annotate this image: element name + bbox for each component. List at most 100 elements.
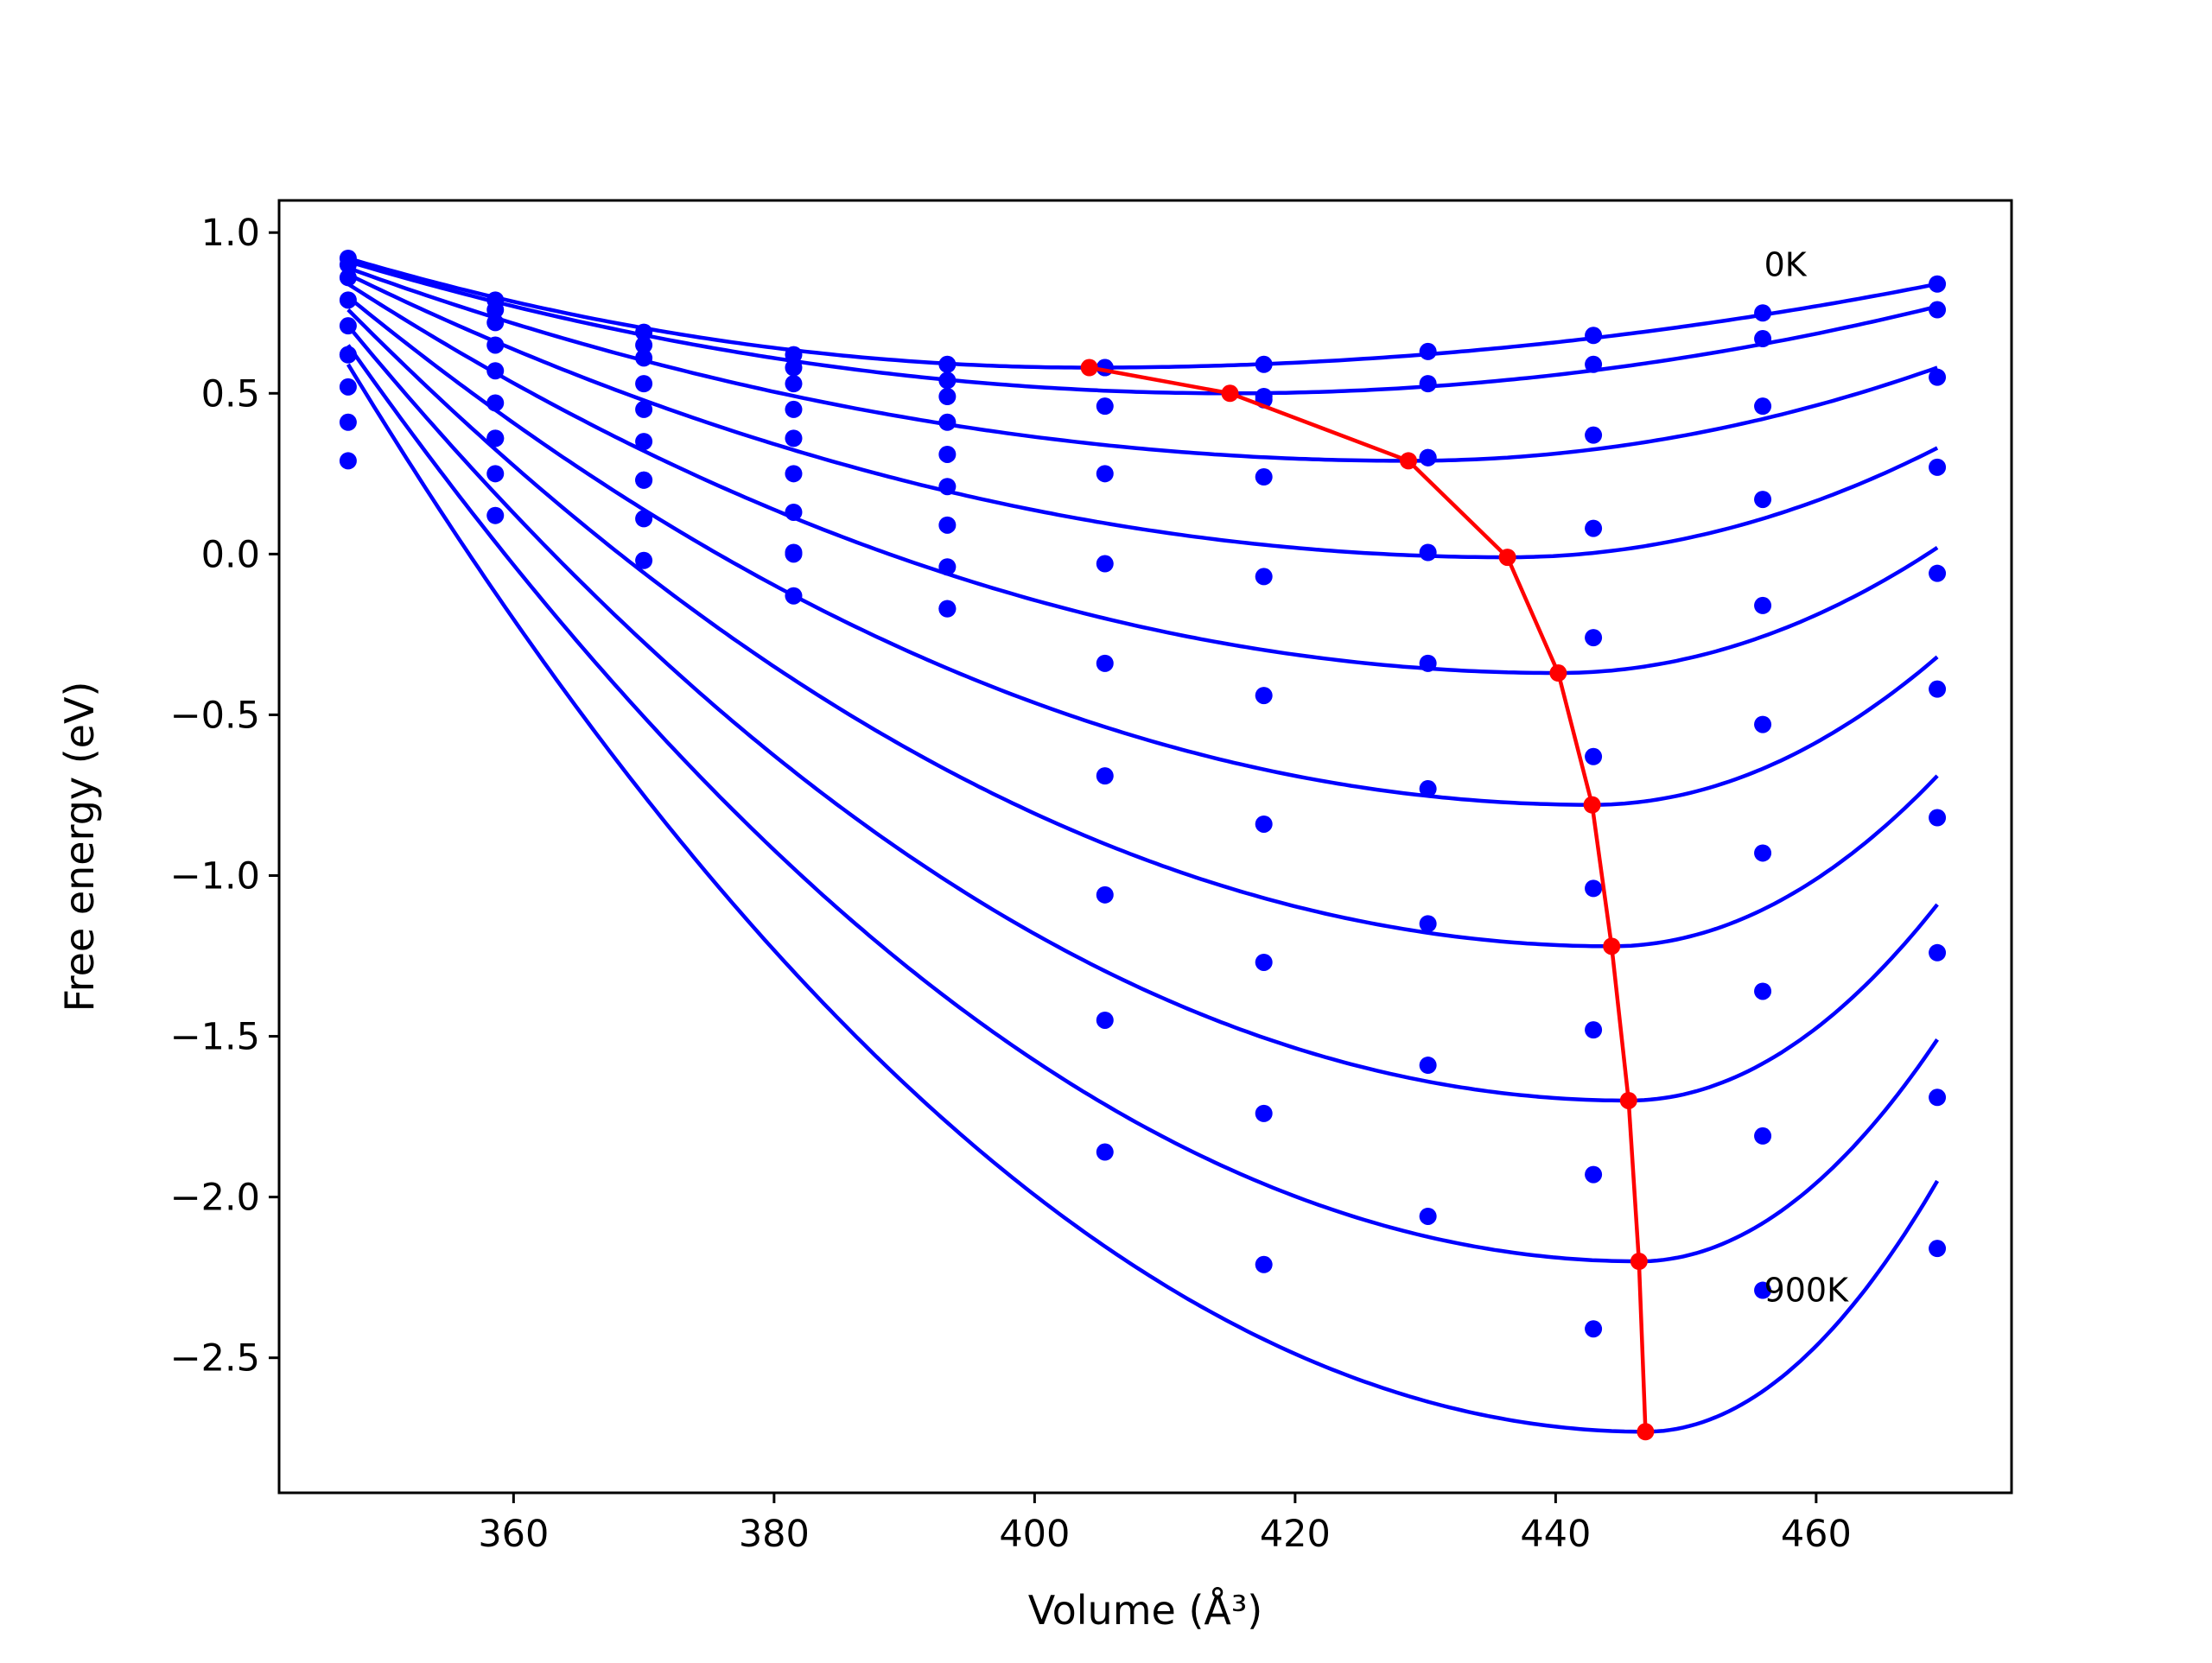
- data-point: [938, 371, 957, 390]
- data-point: [785, 429, 803, 447]
- data-point: [1419, 1207, 1437, 1225]
- data-point: [785, 359, 803, 377]
- fit-curve: [346, 344, 1939, 1264]
- data-point: [635, 551, 653, 569]
- data-point: [635, 400, 653, 418]
- minimum-point: [1603, 937, 1621, 955]
- data-point: [1585, 629, 1603, 647]
- data-point: [1585, 879, 1603, 898]
- data-point: [1754, 596, 1772, 614]
- data-point: [1255, 1104, 1273, 1122]
- data-point: [339, 452, 357, 470]
- data-point: [938, 355, 957, 373]
- fit-curve: [347, 265, 1938, 463]
- data-point: [1419, 342, 1437, 360]
- data-point: [339, 269, 357, 287]
- plot-content: [339, 249, 1947, 1441]
- data-point: [1096, 397, 1114, 416]
- data-point: [635, 336, 653, 354]
- data-point: [1096, 885, 1114, 904]
- data-point: [1419, 915, 1437, 933]
- data-point: [486, 301, 505, 319]
- data-point: [1585, 1021, 1603, 1039]
- annotation-label: 900K: [1764, 1272, 1850, 1310]
- data-point: [339, 346, 357, 364]
- data-point: [339, 256, 357, 274]
- data-point: [1255, 815, 1273, 833]
- fit-curve: [346, 282, 1939, 676]
- y-axis-ticks: 1.0 0.5 0.0 −0.5 −1.0 −1.5 −2.0 −2.5: [170, 212, 279, 1381]
- data-point: [1585, 327, 1603, 345]
- fit-curve: [346, 308, 1939, 949]
- data-point: [1754, 491, 1772, 509]
- data-point: [486, 362, 505, 380]
- data-point: [1929, 458, 1947, 476]
- y-tick-label: −1.5: [170, 1016, 260, 1059]
- data-point: [1754, 844, 1772, 862]
- fit-curve: [347, 259, 1938, 396]
- data-point: [1255, 568, 1273, 586]
- data-point: [1255, 687, 1273, 705]
- data-point: [1754, 1127, 1772, 1145]
- data-point: [1585, 355, 1603, 373]
- y-tick-label: −1.0: [170, 854, 260, 898]
- minimum-point: [1549, 664, 1567, 682]
- y-tick-label: 1.0: [201, 212, 260, 255]
- data-point: [938, 478, 957, 496]
- data-point: [1255, 355, 1273, 373]
- data-point: [1419, 448, 1437, 467]
- data-point: [1096, 654, 1114, 672]
- minimum-point: [1583, 796, 1601, 814]
- x-tick-label: 460: [1781, 1513, 1852, 1556]
- data-point: [785, 545, 803, 563]
- x-tick-label: 400: [999, 1513, 1070, 1556]
- data-point: [486, 336, 505, 354]
- x-tick-label: 380: [739, 1513, 810, 1556]
- data-point: [785, 346, 803, 364]
- plot-frame: [277, 199, 2013, 1495]
- data-point: [938, 388, 957, 406]
- data-point: [1585, 426, 1603, 444]
- y-tick-label: −2.5: [170, 1337, 260, 1381]
- data-point: [1419, 654, 1437, 672]
- data-point: [1754, 304, 1772, 322]
- y-tick-label: −0.5: [170, 694, 260, 737]
- data-point: [1419, 1057, 1437, 1075]
- data-point: [938, 516, 957, 534]
- data-point: [486, 394, 505, 412]
- data-point: [635, 323, 653, 341]
- minimum-point: [1498, 549, 1516, 567]
- data-point: [1096, 767, 1114, 785]
- data-point: [1754, 715, 1772, 733]
- fit-curve: [346, 324, 1939, 1103]
- data-point: [635, 471, 653, 489]
- data-point: [1929, 368, 1947, 386]
- data-point: [1096, 1143, 1114, 1161]
- data-point: [938, 600, 957, 618]
- data-point: [635, 349, 653, 367]
- data-point: [1929, 301, 1947, 319]
- annotations: 0K 900K: [1764, 245, 1850, 1309]
- data-point: [486, 506, 505, 524]
- x-tick-label: 360: [478, 1513, 549, 1556]
- data-point: [1585, 1165, 1603, 1184]
- data-point: [1754, 330, 1772, 348]
- data-point: [486, 465, 505, 483]
- data-point: [1255, 953, 1273, 971]
- y-tick-label: 0.0: [201, 533, 260, 576]
- data-point: [1929, 275, 1947, 293]
- data-point: [785, 400, 803, 418]
- data-point: [1255, 468, 1273, 486]
- data-point: [938, 445, 957, 463]
- data-point: [486, 314, 505, 332]
- data-point: [1929, 809, 1947, 827]
- fit-curve: [346, 363, 1940, 1434]
- data-point: [938, 558, 957, 576]
- data-point: [635, 433, 653, 451]
- y-tick-label: −2.0: [170, 1177, 260, 1220]
- annotation-label: 0K: [1764, 245, 1808, 283]
- data-point: [1754, 1281, 1772, 1299]
- data-point: [1929, 680, 1947, 698]
